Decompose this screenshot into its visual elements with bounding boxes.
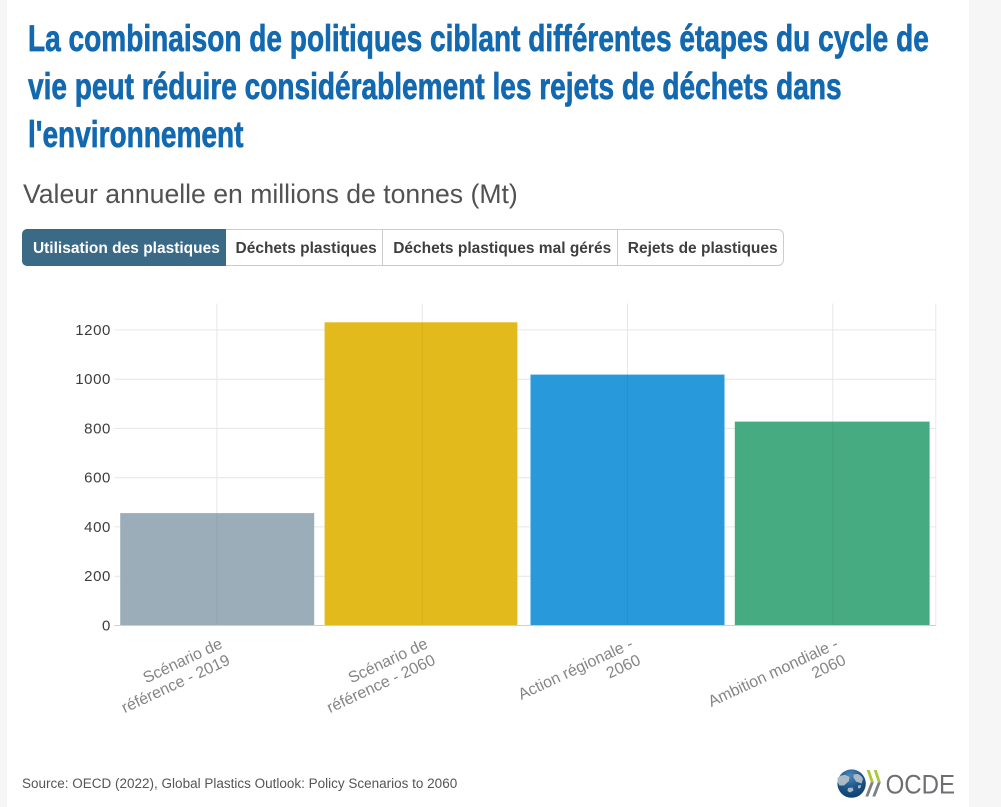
svg-text:OCDE: OCDE xyxy=(886,770,956,800)
svg-text:400: 400 xyxy=(84,519,111,536)
svg-text:0: 0 xyxy=(102,618,111,635)
svg-text:1200: 1200 xyxy=(75,322,111,339)
svg-text:Action régionale -2060: Action régionale -2060 xyxy=(516,636,644,720)
svg-text:Scénario deréférence - 2019: Scénario deréférence - 2019 xyxy=(112,636,233,717)
svg-text:Scénario deréférence - 2060: Scénario deréférence - 2060 xyxy=(317,636,438,717)
svg-text:Ambition mondiale -2060: Ambition mondiale -2060 xyxy=(706,636,849,728)
svg-text:1000: 1000 xyxy=(75,371,111,388)
svg-text:600: 600 xyxy=(84,470,111,487)
svg-text:800: 800 xyxy=(84,420,111,437)
svg-text:200: 200 xyxy=(84,568,111,585)
